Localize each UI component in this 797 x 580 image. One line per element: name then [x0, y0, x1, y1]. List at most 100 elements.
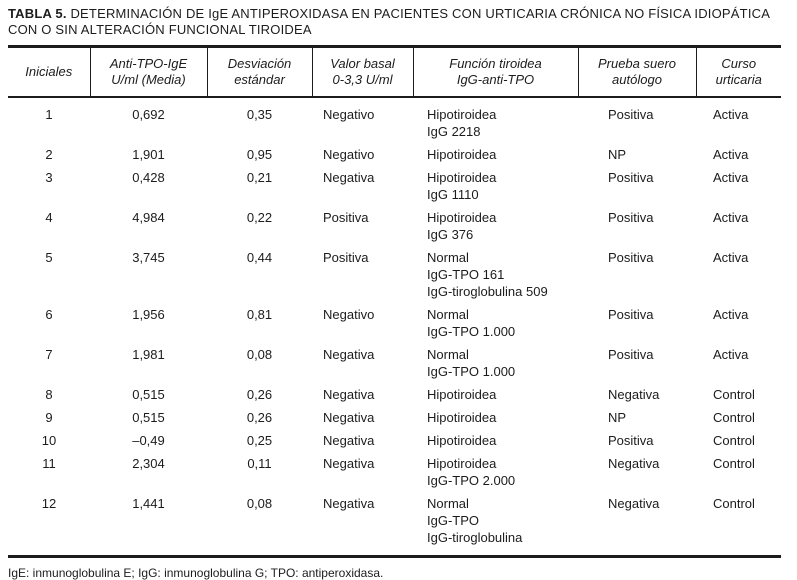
cell-valor_basal: Negativa — [323, 387, 375, 402]
cell-desviacion_estandar: 0,08 — [246, 496, 273, 511]
cell-iniciales: 7 — [45, 347, 53, 362]
cell-prueba_suero_autologo: Negativa — [608, 456, 660, 471]
cell-curso_urticaria: Activa — [713, 107, 749, 122]
data-table: Iniciales Anti-TPO-IgE U/ml (Media) Desvia… — [8, 45, 781, 558]
cell-iniciales: 6 — [45, 307, 53, 322]
cell-desviacion_estandar: 0,44 — [246, 250, 273, 265]
cell-curso_urticaria: Activa — [713, 170, 749, 185]
cell-prueba_suero_autologo: Positiva — [608, 210, 654, 225]
cell-iniciales: 2 — [45, 147, 53, 162]
cell-desviacion_estandar: 0,11 — [247, 456, 272, 471]
cell-valor_basal: Negativa — [323, 170, 375, 185]
table-row: 6 1,956 0,81 Negativo Normal IgG-TPO 1.000 Po… — [8, 303, 781, 343]
cell-prueba_suero_autologo: NP — [608, 147, 627, 162]
cell-curso_urticaria: Activa — [713, 347, 749, 362]
cell-iniciales: 9 — [45, 410, 53, 425]
cell-prueba_suero_autologo: Positiva — [608, 107, 654, 122]
cell-iniciales: 4 — [45, 210, 53, 225]
table-head: Iniciales Anti-TPO-IgE U/ml (Media) Desvia… — [8, 46, 781, 98]
cell-desviacion_estandar: 0,22 — [246, 210, 273, 225]
cell-valor_basal: Negativo — [323, 107, 375, 122]
cell-desviacion_estandar: 0,21 — [246, 170, 273, 185]
cell-funcion_tiroidea: Hipotiroidea — [427, 147, 497, 162]
table-row: 3 0,428 0,21 Negativa Hipotiroidea IgG 1110 P… — [8, 166, 781, 206]
cell-anti_tpo_ige: 0,428 — [132, 170, 165, 185]
column-header-anti_tpo_ige: Anti-TPO-IgE U/ml (Media) — [89, 46, 207, 98]
cell-iniciales: 10 — [41, 433, 57, 448]
column-header-curso_urticaria: Curso urticaria — [695, 46, 781, 98]
cell-anti_tpo_ige: 0,692 — [132, 107, 165, 122]
cell-desviacion_estandar: 0,08 — [246, 347, 273, 362]
cell-curso_urticaria: Activa — [713, 250, 749, 265]
cell-curso_urticaria: Control — [713, 496, 755, 511]
table-row: 9 0,515 0,26 Negativa Hipotiroidea NP Control — [8, 406, 781, 429]
cell-anti_tpo_ige: 0,515 — [132, 410, 165, 425]
cell-valor_basal: Negativo — [323, 147, 375, 162]
cell-iniciales: 1 — [45, 107, 53, 122]
table-row: 8 0,515 0,26 Negativa Hipotiroidea Negativa Co… — [8, 383, 781, 406]
table-row: 10 –0,49 0,25 Negativa Hipotiroidea Positiva C… — [8, 429, 781, 452]
cell-curso_urticaria: Control — [713, 387, 755, 402]
cell-curso_urticaria: Activa — [713, 210, 749, 225]
cell-valor_basal: Negativa — [323, 496, 375, 511]
cell-anti_tpo_ige: 1,981 — [132, 347, 165, 362]
cell-prueba_suero_autologo: NP — [608, 410, 627, 425]
cell-funcion_tiroidea: Hipotiroidea — [427, 387, 497, 402]
cell-valor_basal: Positiva — [323, 250, 369, 265]
cell-prueba_suero_autologo: Positiva — [608, 170, 654, 185]
cell-anti_tpo_ige: 2,304 — [132, 456, 165, 471]
cell-funcion_tiroidea: Normal IgG-TPO 1.000 — [427, 307, 516, 339]
cell-funcion_tiroidea: Hipotiroidea — [427, 410, 497, 425]
cell-funcion_tiroidea: Hipotiroidea IgG 1110 — [427, 170, 497, 202]
header-row: Iniciales Anti-TPO-IgE U/ml (Media) Desvia… — [8, 46, 781, 98]
cell-prueba_suero_autologo: Positiva — [608, 307, 654, 322]
cell-desviacion_estandar: 0,35 — [246, 107, 273, 122]
cell-desviacion_estandar: 0,25 — [246, 433, 273, 448]
cell-iniciales: 3 — [45, 170, 53, 185]
cell-anti_tpo_ige: 3,745 — [132, 250, 165, 265]
cell-prueba_suero_autologo: Positiva — [608, 433, 654, 448]
cell-iniciales: 11 — [42, 456, 56, 471]
table-title-text: DETERMINACIÓN DE IgE ANTIPEROXIDASA EN P… — [8, 6, 770, 37]
table-title: TABLA 5. DETERMINACIÓN DE IgE ANTIPEROXI… — [8, 6, 781, 38]
cell-prueba_suero_autologo: Negativa — [608, 496, 660, 511]
cell-desviacion_estandar: 0,81 — [246, 307, 273, 322]
cell-curso_urticaria: Activa — [713, 307, 749, 322]
cell-valor_basal: Negativa — [323, 347, 375, 362]
cell-funcion_tiroidea: Normal IgG-TPO 1.000 — [427, 347, 516, 379]
cell-valor_basal: Negativa — [323, 410, 375, 425]
cell-funcion_tiroidea: Normal IgG-TPO IgG-tiroglobulina — [427, 496, 523, 545]
column-header-prueba_suero_autologo: Prueba suero autólogo — [577, 46, 696, 98]
table-row: 7 1,981 0,08 Negativa Normal IgG-TPO 1.000 Po… — [8, 343, 781, 383]
cell-valor_basal: Positiva — [323, 210, 369, 225]
cell-anti_tpo_ige: –0,49 — [132, 433, 165, 448]
cell-prueba_suero_autologo: Positiva — [608, 250, 654, 265]
cell-iniciales: 5 — [45, 250, 53, 265]
cell-iniciales: 8 — [45, 387, 53, 402]
column-header-funcion_tiroidea: Función tiroidea IgG-anti-TPO — [412, 46, 578, 98]
cell-prueba_suero_autologo: Negativa — [608, 387, 660, 402]
table-row: 12 1,441 0,08 Negativa Normal IgG-TPO IgG-ti… — [8, 492, 781, 557]
cell-valor_basal: Negativa — [323, 433, 375, 448]
cell-anti_tpo_ige: 1,956 — [132, 307, 165, 322]
cell-funcion_tiroidea: Normal IgG-TPO 161 IgG-tiroglobulina 509 — [427, 250, 548, 299]
cell-desviacion_estandar: 0,26 — [246, 410, 273, 425]
cell-valor_basal: Negativa — [323, 456, 375, 471]
cell-curso_urticaria: Control — [713, 433, 755, 448]
table-body: 1 0,692 0,35 Negativo Hipotiroidea IgG 2218 P… — [8, 97, 781, 557]
table-row: 1 0,692 0,35 Negativo Hipotiroidea IgG 2218 P… — [8, 97, 781, 143]
cell-curso_urticaria: Activa — [713, 147, 749, 162]
cell-valor_basal: Negativo — [323, 307, 375, 322]
cell-anti_tpo_ige: 4,984 — [132, 210, 165, 225]
cell-funcion_tiroidea: Hipotiroidea — [427, 433, 497, 448]
cell-iniciales: 12 — [41, 496, 57, 511]
table-row: 11 2,304 0,11 Negativa Hipotiroidea IgG-TPO … — [8, 452, 781, 492]
cell-anti_tpo_ige: 0,515 — [132, 387, 165, 402]
cell-funcion_tiroidea: Hipotiroidea IgG-TPO 2.000 — [427, 456, 516, 488]
cell-funcion_tiroidea: Hipotiroidea IgG 376 — [427, 210, 497, 242]
table-row: 5 3,745 0,44 Positiva Normal IgG-TPO 161 IgG… — [8, 246, 781, 303]
cell-anti_tpo_ige: 1,441 — [132, 496, 165, 511]
cell-prueba_suero_autologo: Positiva — [608, 347, 654, 362]
cell-desviacion_estandar: 0,95 — [246, 147, 273, 162]
